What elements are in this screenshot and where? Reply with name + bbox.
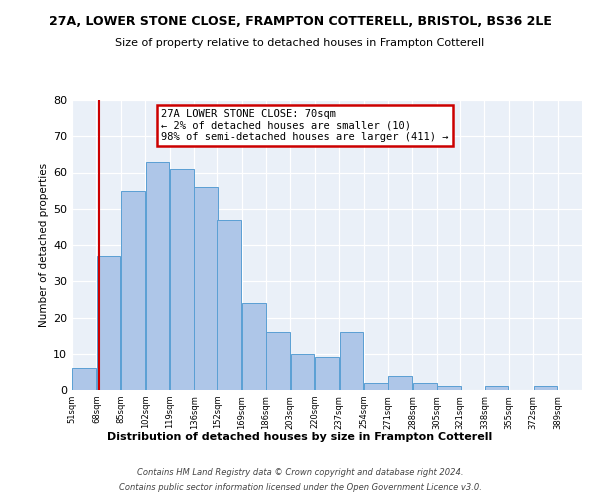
Bar <box>315 358 339 390</box>
Bar <box>121 190 145 390</box>
Bar <box>340 332 363 390</box>
Text: Contains public sector information licensed under the Open Government Licence v3: Contains public sector information licen… <box>119 483 481 492</box>
Y-axis label: Number of detached properties: Number of detached properties <box>39 163 49 327</box>
Bar <box>266 332 290 390</box>
Bar <box>242 303 266 390</box>
Bar <box>388 376 412 390</box>
Bar <box>97 256 121 390</box>
Bar <box>194 187 218 390</box>
Bar <box>73 368 96 390</box>
Text: Contains HM Land Registry data © Crown copyright and database right 2024.: Contains HM Land Registry data © Crown c… <box>137 468 463 477</box>
Bar <box>170 169 194 390</box>
Bar <box>291 354 314 390</box>
Text: 27A, LOWER STONE CLOSE, FRAMPTON COTTERELL, BRISTOL, BS36 2LE: 27A, LOWER STONE CLOSE, FRAMPTON COTTERE… <box>49 15 551 28</box>
Bar <box>217 220 241 390</box>
Text: Distribution of detached houses by size in Frampton Cotterell: Distribution of detached houses by size … <box>107 432 493 442</box>
Text: 27A LOWER STONE CLOSE: 70sqm
← 2% of detached houses are smaller (10)
98% of sem: 27A LOWER STONE CLOSE: 70sqm ← 2% of det… <box>161 108 449 142</box>
Bar <box>413 383 437 390</box>
Bar <box>437 386 461 390</box>
Bar <box>485 386 508 390</box>
Bar <box>364 383 388 390</box>
Text: Size of property relative to detached houses in Frampton Cotterell: Size of property relative to detached ho… <box>115 38 485 48</box>
Bar <box>146 162 169 390</box>
Bar <box>533 386 557 390</box>
